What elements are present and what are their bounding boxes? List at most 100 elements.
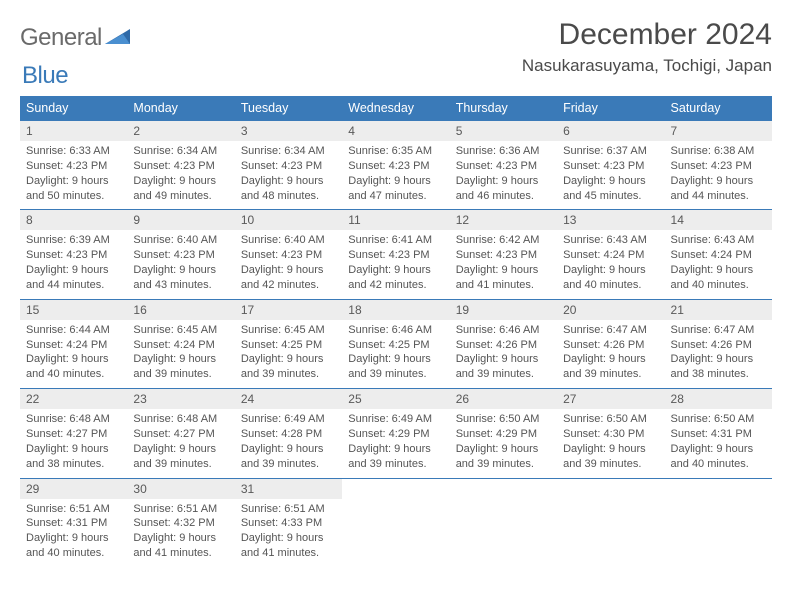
day-detail-cell: Sunrise: 6:49 AMSunset: 4:29 PMDaylight:… <box>342 409 449 478</box>
sunrise-text: Sunrise: 6:45 AM <box>133 323 228 338</box>
daylight-text-1: Daylight: 9 hours <box>241 442 336 457</box>
day-detail-cell: Sunrise: 6:45 AMSunset: 4:24 PMDaylight:… <box>127 320 234 389</box>
daylight-text-2: and 40 minutes. <box>671 457 766 472</box>
day-detail-cell: Sunrise: 6:50 AMSunset: 4:31 PMDaylight:… <box>665 409 772 478</box>
day-number-row: 1234567 <box>20 121 772 142</box>
sunset-text: Sunset: 4:23 PM <box>563 159 658 174</box>
day-number-row: 293031 <box>20 478 772 499</box>
day-number-cell: 24 <box>235 389 342 410</box>
daylight-text-1: Daylight: 9 hours <box>348 442 443 457</box>
sunrise-text: Sunrise: 6:44 AM <box>26 323 121 338</box>
day-number-cell: 18 <box>342 299 449 320</box>
day-number-cell: 7 <box>665 121 772 142</box>
daylight-text-1: Daylight: 9 hours <box>241 531 336 546</box>
day-detail-row: Sunrise: 6:51 AMSunset: 4:31 PMDaylight:… <box>20 499 772 567</box>
daylight-text-1: Daylight: 9 hours <box>456 352 551 367</box>
daylight-text-2: and 48 minutes. <box>241 189 336 204</box>
daylight-text-2: and 40 minutes. <box>26 546 121 561</box>
day-number-cell <box>450 478 557 499</box>
day-number-row: 15161718192021 <box>20 299 772 320</box>
day-number-cell: 20 <box>557 299 664 320</box>
daylight-text-1: Daylight: 9 hours <box>348 352 443 367</box>
day-number-cell: 16 <box>127 299 234 320</box>
daylight-text-1: Daylight: 9 hours <box>133 174 228 189</box>
daylight-text-1: Daylight: 9 hours <box>671 352 766 367</box>
sunset-text: Sunset: 4:23 PM <box>133 248 228 263</box>
day-detail-cell: Sunrise: 6:51 AMSunset: 4:31 PMDaylight:… <box>20 499 127 567</box>
day-detail-row: Sunrise: 6:33 AMSunset: 4:23 PMDaylight:… <box>20 141 772 210</box>
sunrise-text: Sunrise: 6:49 AM <box>348 412 443 427</box>
day-detail-row: Sunrise: 6:48 AMSunset: 4:27 PMDaylight:… <box>20 409 772 478</box>
daylight-text-2: and 38 minutes. <box>26 457 121 472</box>
day-detail-cell: Sunrise: 6:45 AMSunset: 4:25 PMDaylight:… <box>235 320 342 389</box>
sunrise-text: Sunrise: 6:41 AM <box>348 233 443 248</box>
day-detail-cell: Sunrise: 6:50 AMSunset: 4:29 PMDaylight:… <box>450 409 557 478</box>
daylight-text-1: Daylight: 9 hours <box>563 263 658 278</box>
day-number-cell: 23 <box>127 389 234 410</box>
sunset-text: Sunset: 4:31 PM <box>26 516 121 531</box>
day-number-cell: 1 <box>20 121 127 142</box>
sunset-text: Sunset: 4:27 PM <box>26 427 121 442</box>
day-detail-cell: Sunrise: 6:48 AMSunset: 4:27 PMDaylight:… <box>127 409 234 478</box>
daylight-text-1: Daylight: 9 hours <box>671 263 766 278</box>
day-detail-cell <box>665 499 772 567</box>
daylight-text-1: Daylight: 9 hours <box>348 174 443 189</box>
daylight-text-1: Daylight: 9 hours <box>671 442 766 457</box>
daylight-text-1: Daylight: 9 hours <box>241 263 336 278</box>
day-number-cell: 31 <box>235 478 342 499</box>
daylight-text-1: Daylight: 9 hours <box>133 352 228 367</box>
calendar-table: Sunday Monday Tuesday Wednesday Thursday… <box>20 96 772 567</box>
daylight-text-2: and 39 minutes. <box>133 367 228 382</box>
daylight-text-2: and 40 minutes. <box>671 278 766 293</box>
day-detail-cell: Sunrise: 6:34 AMSunset: 4:23 PMDaylight:… <box>127 141 234 210</box>
day-detail-cell <box>557 499 664 567</box>
logo-text-general: General <box>20 24 102 52</box>
sunrise-text: Sunrise: 6:48 AM <box>133 412 228 427</box>
sunrise-text: Sunrise: 6:34 AM <box>133 144 228 159</box>
sunset-text: Sunset: 4:33 PM <box>241 516 336 531</box>
sunrise-text: Sunrise: 6:42 AM <box>456 233 551 248</box>
day-number-row: 891011121314 <box>20 210 772 231</box>
day-detail-cell: Sunrise: 6:48 AMSunset: 4:27 PMDaylight:… <box>20 409 127 478</box>
day-detail-cell: Sunrise: 6:41 AMSunset: 4:23 PMDaylight:… <box>342 230 449 299</box>
day-number-cell: 5 <box>450 121 557 142</box>
day-number-cell: 2 <box>127 121 234 142</box>
daylight-text-2: and 43 minutes. <box>133 278 228 293</box>
sunset-text: Sunset: 4:23 PM <box>26 159 121 174</box>
daylight-text-2: and 39 minutes. <box>563 367 658 382</box>
logo: General <box>20 18 133 52</box>
day-number-cell <box>665 478 772 499</box>
daylight-text-1: Daylight: 9 hours <box>241 174 336 189</box>
sunrise-text: Sunrise: 6:43 AM <box>671 233 766 248</box>
sunrise-text: Sunrise: 6:46 AM <box>456 323 551 338</box>
day-detail-cell: Sunrise: 6:33 AMSunset: 4:23 PMDaylight:… <box>20 141 127 210</box>
day-detail-cell: Sunrise: 6:44 AMSunset: 4:24 PMDaylight:… <box>20 320 127 389</box>
daylight-text-1: Daylight: 9 hours <box>26 531 121 546</box>
day-detail-cell <box>450 499 557 567</box>
sunset-text: Sunset: 4:23 PM <box>456 248 551 263</box>
day-detail-cell: Sunrise: 6:43 AMSunset: 4:24 PMDaylight:… <box>665 230 772 299</box>
day-number-cell: 27 <box>557 389 664 410</box>
day-detail-cell: Sunrise: 6:47 AMSunset: 4:26 PMDaylight:… <box>557 320 664 389</box>
weekday-header: Wednesday <box>342 96 449 121</box>
day-detail-cell: Sunrise: 6:51 AMSunset: 4:32 PMDaylight:… <box>127 499 234 567</box>
sunset-text: Sunset: 4:23 PM <box>671 159 766 174</box>
weekday-header: Thursday <box>450 96 557 121</box>
daylight-text-2: and 42 minutes. <box>241 278 336 293</box>
daylight-text-1: Daylight: 9 hours <box>26 442 121 457</box>
sunset-text: Sunset: 4:27 PM <box>133 427 228 442</box>
daylight-text-2: and 39 minutes. <box>241 367 336 382</box>
day-number-cell: 8 <box>20 210 127 231</box>
daylight-text-2: and 42 minutes. <box>348 278 443 293</box>
sunset-text: Sunset: 4:32 PM <box>133 516 228 531</box>
sunrise-text: Sunrise: 6:51 AM <box>26 502 121 517</box>
sunset-text: Sunset: 4:24 PM <box>133 338 228 353</box>
daylight-text-2: and 49 minutes. <box>133 189 228 204</box>
day-detail-cell: Sunrise: 6:42 AMSunset: 4:23 PMDaylight:… <box>450 230 557 299</box>
day-number-cell: 11 <box>342 210 449 231</box>
day-number-cell: 13 <box>557 210 664 231</box>
sunset-text: Sunset: 4:24 PM <box>26 338 121 353</box>
daylight-text-2: and 47 minutes. <box>348 189 443 204</box>
day-number-cell: 28 <box>665 389 772 410</box>
sunrise-text: Sunrise: 6:43 AM <box>563 233 658 248</box>
